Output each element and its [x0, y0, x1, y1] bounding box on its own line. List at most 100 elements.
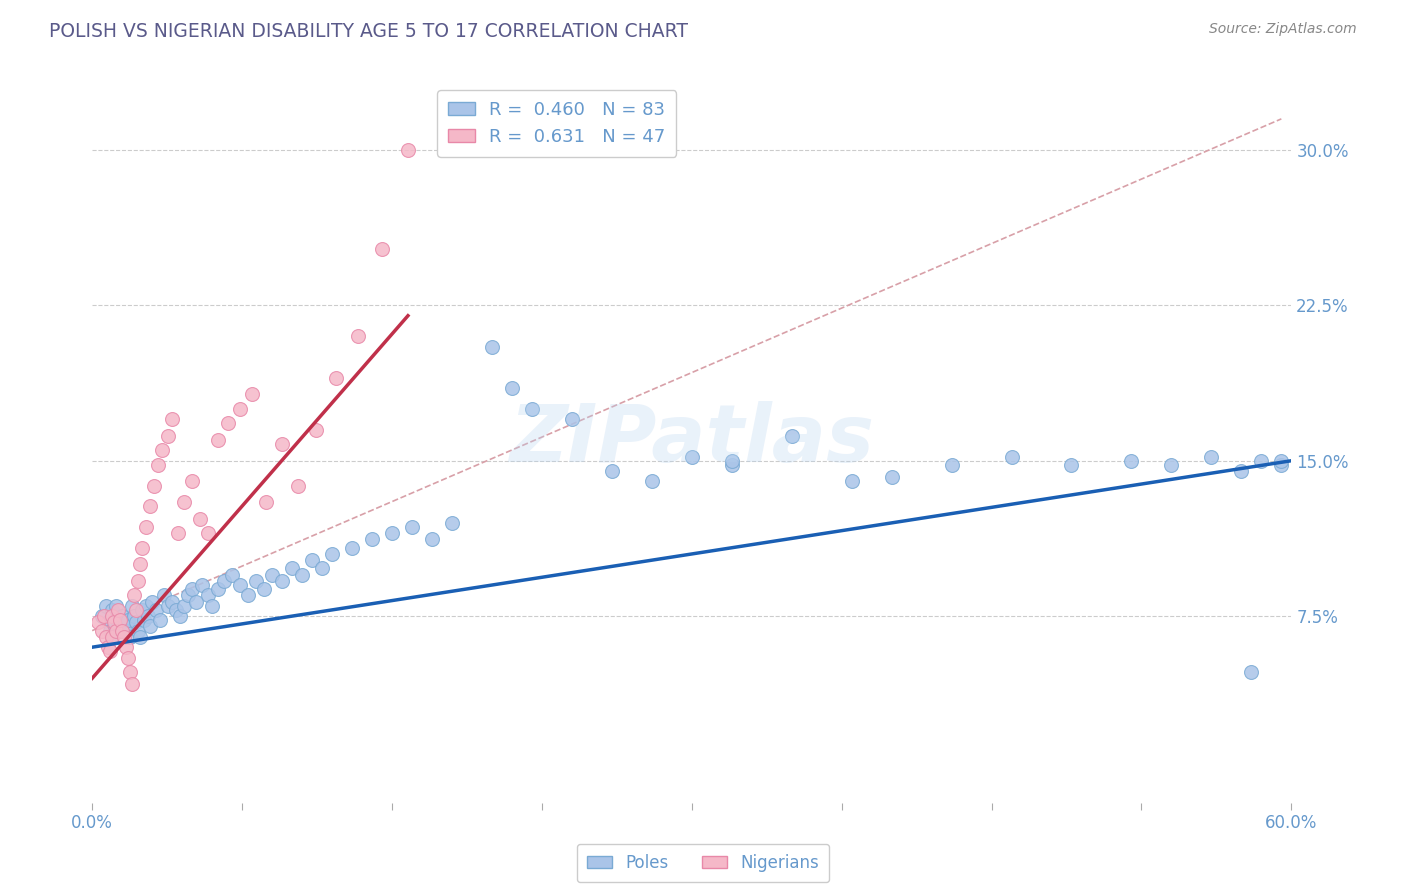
Point	[112, 630, 135, 644]
Point	[1270, 458, 1292, 472]
Point	[271, 437, 294, 451]
Point	[281, 561, 304, 575]
Point	[98, 624, 121, 638]
Point	[131, 603, 153, 617]
Point	[520, 401, 543, 416]
Point	[115, 624, 138, 638]
Point	[181, 582, 204, 597]
Point	[401, 520, 423, 534]
Point	[97, 640, 120, 655]
Point	[157, 429, 180, 443]
Point	[139, 500, 162, 514]
Point	[720, 458, 742, 472]
Point	[212, 574, 235, 588]
Point	[207, 582, 229, 597]
Point	[236, 588, 259, 602]
Point	[143, 478, 166, 492]
Point	[105, 599, 128, 613]
Point	[134, 613, 156, 627]
Point	[122, 588, 145, 602]
Point	[127, 624, 149, 638]
Point	[101, 630, 124, 644]
Point	[96, 630, 118, 644]
Point	[197, 588, 219, 602]
Legend: Poles, Nigerians: Poles, Nigerians	[576, 844, 830, 882]
Point	[165, 603, 187, 617]
Point	[120, 665, 142, 679]
Point	[361, 533, 384, 547]
Point	[135, 520, 157, 534]
Point	[184, 594, 207, 608]
Point	[321, 547, 343, 561]
Point	[169, 609, 191, 624]
Point	[87, 615, 110, 630]
Point	[129, 558, 152, 572]
Point	[254, 495, 277, 509]
Point	[381, 526, 404, 541]
Point	[181, 475, 204, 489]
Point	[135, 599, 157, 613]
Point	[120, 630, 142, 644]
Point	[93, 609, 115, 624]
Point	[146, 458, 169, 472]
Text: Source: ZipAtlas.com: Source: ZipAtlas.com	[1209, 22, 1357, 37]
Point	[149, 613, 172, 627]
Point	[260, 567, 283, 582]
Point	[253, 582, 276, 597]
Point	[121, 677, 143, 691]
Point	[420, 533, 443, 547]
Point	[941, 458, 963, 472]
Point	[101, 630, 124, 644]
Point	[340, 541, 363, 555]
Point	[103, 615, 125, 630]
Point	[1230, 464, 1253, 478]
Point	[197, 526, 219, 541]
Point	[207, 433, 229, 447]
Point	[217, 417, 239, 431]
Point	[131, 541, 153, 555]
Point	[229, 578, 252, 592]
Point	[1201, 450, 1223, 464]
Point	[115, 640, 138, 655]
Point	[136, 609, 159, 624]
Point	[108, 613, 131, 627]
Point	[125, 603, 148, 617]
Point	[440, 516, 463, 530]
Point	[1060, 458, 1083, 472]
Point	[720, 454, 742, 468]
Point	[98, 644, 121, 658]
Point	[229, 401, 252, 416]
Point	[173, 495, 195, 509]
Point	[201, 599, 224, 613]
Point	[141, 594, 163, 608]
Point	[641, 475, 664, 489]
Point	[221, 567, 243, 582]
Point	[117, 613, 139, 627]
Point	[117, 650, 139, 665]
Point	[157, 599, 180, 613]
Point	[301, 553, 323, 567]
Point	[841, 475, 863, 489]
Point	[1000, 450, 1022, 464]
Point	[111, 609, 134, 624]
Point	[173, 599, 195, 613]
Point	[145, 603, 167, 617]
Point	[111, 624, 134, 638]
Point	[305, 423, 328, 437]
Point	[311, 561, 333, 575]
Point	[1121, 454, 1143, 468]
Point	[160, 594, 183, 608]
Point	[150, 443, 173, 458]
Point	[347, 329, 370, 343]
Point	[245, 574, 267, 588]
Point	[371, 243, 394, 257]
Point	[112, 619, 135, 633]
Point	[188, 512, 211, 526]
Point	[97, 615, 120, 630]
Point	[101, 603, 124, 617]
Point	[325, 371, 347, 385]
Point	[880, 470, 903, 484]
Point	[127, 574, 149, 588]
Point	[481, 340, 503, 354]
Point	[1240, 665, 1263, 679]
